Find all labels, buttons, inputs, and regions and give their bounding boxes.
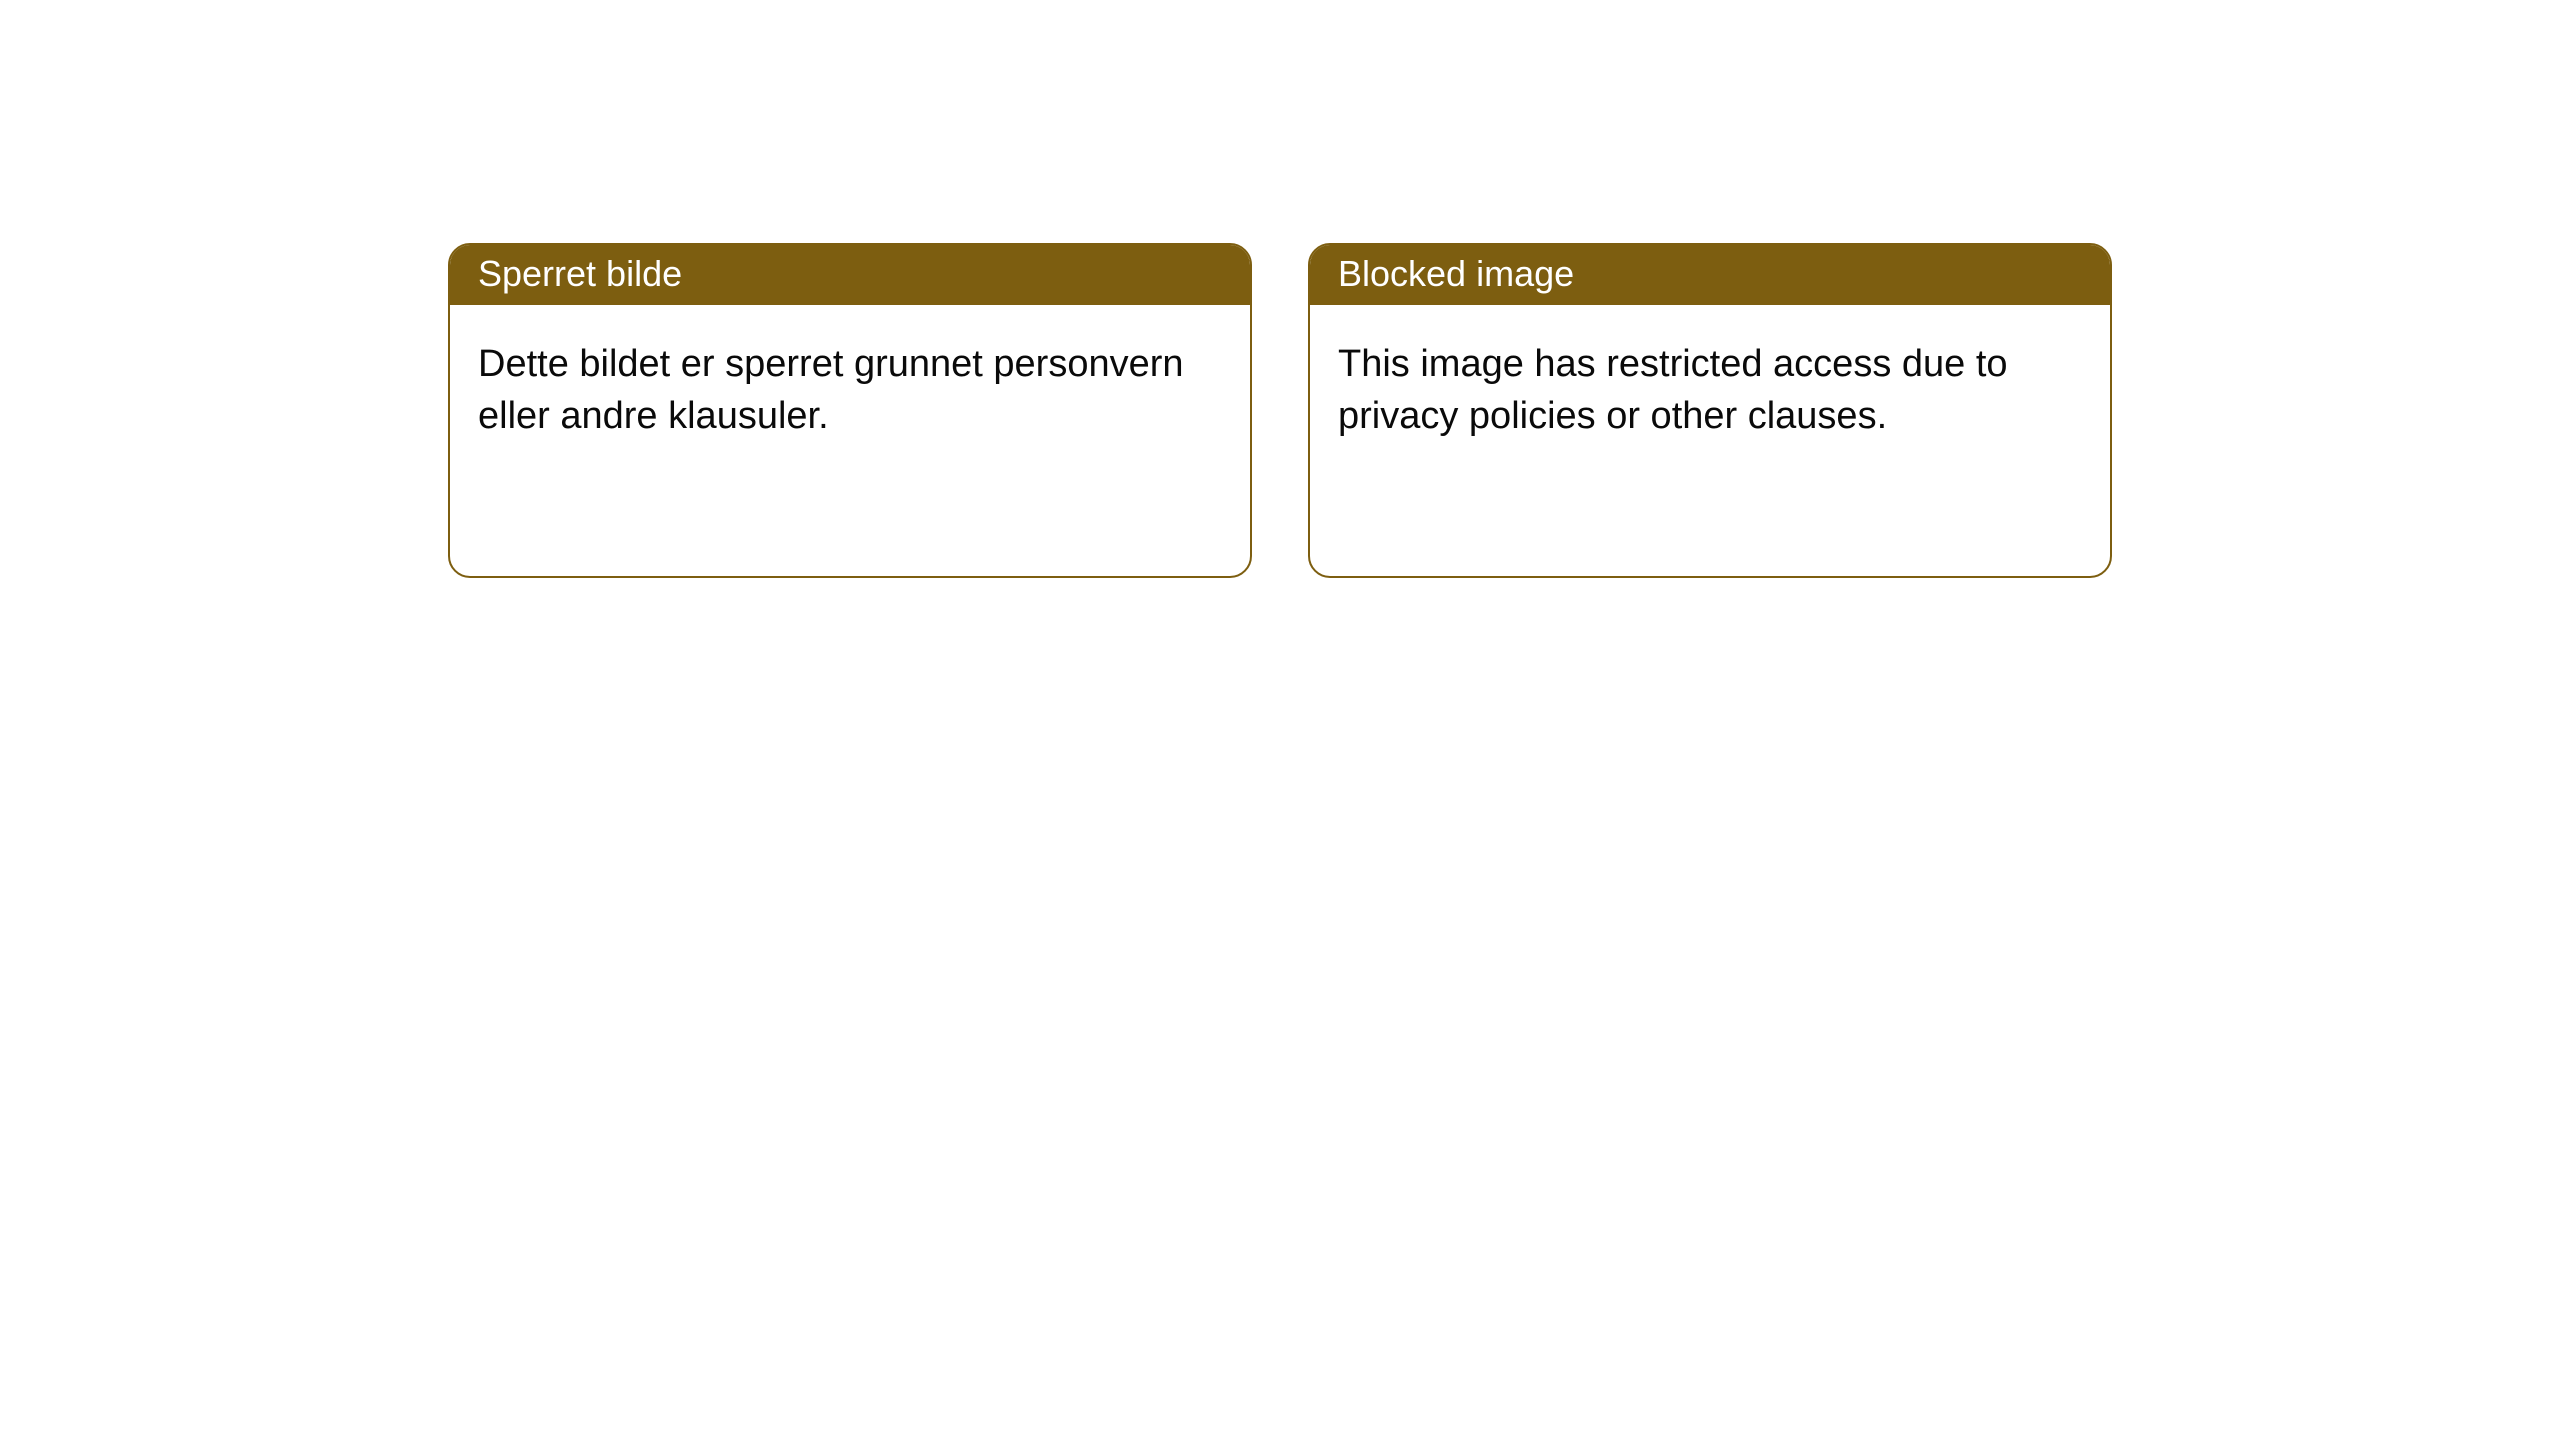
notice-card-title: Sperret bilde xyxy=(478,253,682,295)
notice-card-header: Sperret bilde xyxy=(450,245,1250,305)
notice-card-header: Blocked image xyxy=(1310,245,2110,305)
notice-card-title: Blocked image xyxy=(1338,253,1574,295)
notice-card-body: This image has restricted access due to … xyxy=(1310,305,2110,470)
notice-card-body-text: Dette bildet er sperret grunnet personve… xyxy=(478,343,1184,437)
notice-card-english: Blocked image This image has restricted … xyxy=(1308,243,2112,578)
notice-card-norwegian: Sperret bilde Dette bildet er sperret gr… xyxy=(448,243,1252,578)
notice-container: Sperret bilde Dette bildet er sperret gr… xyxy=(0,0,2560,578)
notice-card-body: Dette bildet er sperret grunnet personve… xyxy=(450,305,1250,470)
notice-card-body-text: This image has restricted access due to … xyxy=(1338,343,2008,437)
